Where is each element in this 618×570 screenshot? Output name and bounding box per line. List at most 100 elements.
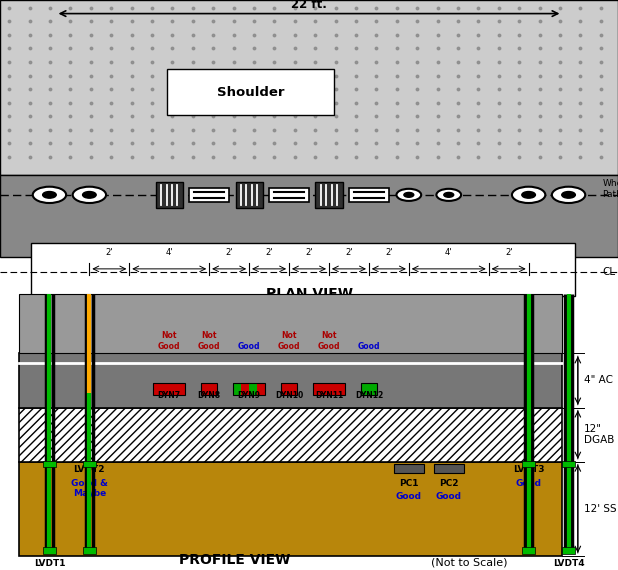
Text: Not
Good: Not Good xyxy=(158,331,180,351)
Bar xyxy=(43,547,56,554)
Text: 2': 2' xyxy=(106,248,113,256)
Text: Good: Good xyxy=(515,479,541,488)
Text: (Not to Scale): (Not to Scale) xyxy=(431,557,508,567)
Text: DYN7: DYN7 xyxy=(158,392,181,400)
Text: LVDT4: LVDT4 xyxy=(552,559,585,568)
Bar xyxy=(321,382,329,394)
Bar xyxy=(394,464,424,473)
Text: LVDT3: LVDT3 xyxy=(513,465,544,474)
Circle shape xyxy=(43,192,56,198)
Bar xyxy=(313,382,345,394)
Text: Shoulder: Shoulder xyxy=(216,86,284,99)
Bar xyxy=(83,461,96,467)
Text: 2': 2' xyxy=(226,248,233,256)
Circle shape xyxy=(397,189,421,201)
Bar xyxy=(189,188,229,202)
Text: Wheel
Path: Wheel Path xyxy=(603,179,618,198)
Bar xyxy=(161,382,169,394)
Bar xyxy=(289,382,297,394)
Circle shape xyxy=(33,187,66,203)
Text: CL: CL xyxy=(603,267,616,277)
Text: Good: Good xyxy=(358,341,380,351)
Bar xyxy=(349,188,389,202)
Bar xyxy=(562,547,575,554)
Bar xyxy=(233,382,241,394)
Text: Good: Good xyxy=(396,492,422,501)
Text: 4': 4' xyxy=(445,248,452,256)
Text: LVDT1: LVDT1 xyxy=(34,559,65,568)
Circle shape xyxy=(436,189,461,201)
Text: Good: Good xyxy=(238,341,260,351)
Text: 12"
DGAB: 12" DGAB xyxy=(584,424,614,445)
Bar xyxy=(201,382,217,394)
Bar xyxy=(19,353,562,408)
Circle shape xyxy=(404,193,414,197)
Text: 2': 2' xyxy=(505,248,512,256)
Text: 4" AC: 4" AC xyxy=(584,376,613,385)
Text: DYN10: DYN10 xyxy=(275,392,303,400)
Text: DYN11: DYN11 xyxy=(315,392,343,400)
Bar xyxy=(156,182,183,207)
Text: Good &
Maybe: Good & Maybe xyxy=(71,479,108,498)
Text: 2': 2' xyxy=(305,248,313,256)
Bar xyxy=(209,382,217,394)
Bar xyxy=(0,175,618,256)
Text: Not
Good: Not Good xyxy=(318,331,341,351)
Bar xyxy=(153,382,185,394)
Text: 2': 2' xyxy=(345,248,353,256)
Bar xyxy=(361,382,369,394)
Bar xyxy=(43,461,56,467)
Bar xyxy=(31,243,575,296)
Bar xyxy=(19,294,562,353)
Text: PC2: PC2 xyxy=(439,479,459,488)
Circle shape xyxy=(562,192,575,198)
Text: 2': 2' xyxy=(265,248,273,256)
Bar xyxy=(313,382,321,394)
Bar xyxy=(434,464,464,473)
Circle shape xyxy=(512,187,545,203)
Bar xyxy=(522,461,535,467)
Bar xyxy=(235,182,263,207)
Bar xyxy=(315,182,342,207)
Circle shape xyxy=(444,193,454,197)
Text: 2': 2' xyxy=(385,248,392,256)
Bar xyxy=(369,382,377,394)
Text: LVDT2: LVDT2 xyxy=(74,465,105,474)
Bar xyxy=(257,382,265,394)
Bar xyxy=(281,382,289,394)
FancyBboxPatch shape xyxy=(167,70,334,115)
Text: Not
Good: Not Good xyxy=(277,331,300,351)
Bar xyxy=(201,382,209,394)
Circle shape xyxy=(552,187,585,203)
Bar xyxy=(19,462,562,556)
Bar xyxy=(83,547,96,554)
Text: DYN8: DYN8 xyxy=(198,392,221,400)
Text: PLAN VIEW: PLAN VIEW xyxy=(266,287,352,300)
Bar xyxy=(249,382,257,394)
Bar xyxy=(153,382,161,394)
Circle shape xyxy=(73,187,106,203)
Bar xyxy=(329,382,337,394)
Text: DYN9: DYN9 xyxy=(237,392,261,400)
Bar xyxy=(233,382,265,394)
Bar xyxy=(19,408,562,462)
Bar xyxy=(281,382,297,394)
Bar xyxy=(269,188,309,202)
Text: 12' SS: 12' SS xyxy=(584,504,617,514)
Text: Not
Good: Not Good xyxy=(198,331,221,351)
Bar xyxy=(169,382,177,394)
Text: 4': 4' xyxy=(166,248,173,256)
Bar xyxy=(0,0,618,175)
Text: Good: Good xyxy=(436,492,462,501)
Text: 22 ft.: 22 ft. xyxy=(291,0,327,11)
Text: PC1: PC1 xyxy=(399,479,418,488)
Circle shape xyxy=(83,192,96,198)
Bar xyxy=(241,382,249,394)
Bar xyxy=(177,382,185,394)
Bar xyxy=(562,461,575,467)
Text: PROFILE VIEW: PROFILE VIEW xyxy=(179,553,290,567)
Bar xyxy=(337,382,345,394)
Text: DYN12: DYN12 xyxy=(355,392,383,400)
Bar xyxy=(361,382,377,394)
Bar xyxy=(522,547,535,554)
